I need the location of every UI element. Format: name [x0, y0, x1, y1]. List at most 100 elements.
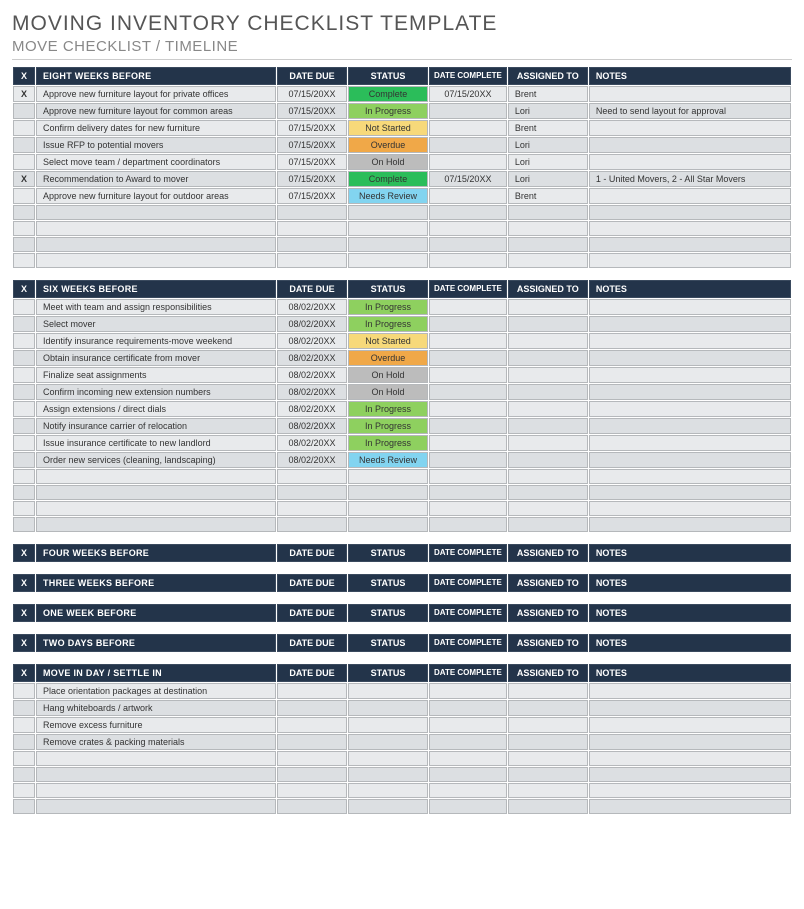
- x-cell[interactable]: [13, 418, 35, 434]
- task-cell[interactable]: Meet with team and assign responsibiliti…: [36, 299, 276, 315]
- notes-cell[interactable]: [589, 316, 791, 332]
- status-cell[interactable]: Overdue: [348, 350, 428, 366]
- status-cell[interactable]: [348, 237, 428, 252]
- assigned-cell[interactable]: [508, 367, 588, 383]
- x-cell[interactable]: [13, 237, 35, 252]
- notes-cell[interactable]: [589, 485, 791, 500]
- status-cell[interactable]: Needs Review: [348, 188, 428, 204]
- task-cell[interactable]: Select move team / department coordinato…: [36, 154, 276, 170]
- notes-cell[interactable]: [589, 751, 791, 766]
- date-complete-cell[interactable]: [429, 783, 507, 798]
- task-cell[interactable]: Remove crates & packing materials: [36, 734, 276, 750]
- x-cell[interactable]: X: [13, 171, 35, 187]
- x-cell[interactable]: [13, 120, 35, 136]
- date-complete-cell[interactable]: [429, 120, 507, 136]
- date-complete-cell[interactable]: [429, 469, 507, 484]
- notes-cell[interactable]: [589, 205, 791, 220]
- date-complete-cell[interactable]: [429, 501, 507, 516]
- status-cell[interactable]: [348, 751, 428, 766]
- date-due-cell[interactable]: 08/02/20XX: [277, 350, 347, 366]
- status-cell[interactable]: Not Started: [348, 333, 428, 349]
- assigned-cell[interactable]: [508, 783, 588, 798]
- date-due-cell[interactable]: 07/15/20XX: [277, 103, 347, 119]
- date-complete-cell[interactable]: [429, 205, 507, 220]
- task-cell[interactable]: [36, 767, 276, 782]
- task-cell[interactable]: Select mover: [36, 316, 276, 332]
- assigned-cell[interactable]: [508, 485, 588, 500]
- status-cell[interactable]: [348, 783, 428, 798]
- assigned-cell[interactable]: [508, 253, 588, 268]
- date-due-cell[interactable]: 07/15/20XX: [277, 171, 347, 187]
- x-cell[interactable]: [13, 452, 35, 468]
- task-cell[interactable]: [36, 485, 276, 500]
- x-cell[interactable]: [13, 501, 35, 516]
- date-complete-cell[interactable]: [429, 299, 507, 315]
- status-cell[interactable]: On Hold: [348, 384, 428, 400]
- notes-cell[interactable]: 1 - United Movers, 2 - All Star Movers: [589, 171, 791, 187]
- date-complete-cell[interactable]: [429, 154, 507, 170]
- x-cell[interactable]: [13, 367, 35, 383]
- x-cell[interactable]: [13, 299, 35, 315]
- assigned-cell[interactable]: [508, 517, 588, 532]
- task-cell[interactable]: [36, 469, 276, 484]
- task-cell[interactable]: Remove excess furniture: [36, 717, 276, 733]
- date-due-cell[interactable]: [277, 517, 347, 532]
- date-due-cell[interactable]: 07/15/20XX: [277, 188, 347, 204]
- notes-cell[interactable]: [589, 350, 791, 366]
- x-cell[interactable]: [13, 205, 35, 220]
- notes-cell[interactable]: [589, 299, 791, 315]
- notes-cell[interactable]: [589, 700, 791, 716]
- assigned-cell[interactable]: [508, 350, 588, 366]
- task-cell[interactable]: Recommendation to Award to mover: [36, 171, 276, 187]
- date-complete-cell[interactable]: [429, 485, 507, 500]
- date-due-cell[interactable]: [277, 700, 347, 716]
- date-due-cell[interactable]: [277, 734, 347, 750]
- date-due-cell[interactable]: [277, 783, 347, 798]
- date-complete-cell[interactable]: [429, 137, 507, 153]
- date-complete-cell[interactable]: [429, 221, 507, 236]
- assigned-cell[interactable]: [508, 767, 588, 782]
- status-cell[interactable]: Overdue: [348, 137, 428, 153]
- task-cell[interactable]: Approve new furniture layout for outdoor…: [36, 188, 276, 204]
- status-cell[interactable]: On Hold: [348, 367, 428, 383]
- date-due-cell[interactable]: 08/02/20XX: [277, 333, 347, 349]
- x-cell[interactable]: [13, 717, 35, 733]
- status-cell[interactable]: In Progress: [348, 103, 428, 119]
- task-cell[interactable]: Approve new furniture layout for private…: [36, 86, 276, 102]
- assigned-cell[interactable]: [508, 799, 588, 814]
- date-due-cell[interactable]: [277, 469, 347, 484]
- notes-cell[interactable]: [589, 120, 791, 136]
- x-cell[interactable]: [13, 700, 35, 716]
- date-due-cell[interactable]: [277, 767, 347, 782]
- x-cell[interactable]: [13, 384, 35, 400]
- assigned-cell[interactable]: [508, 469, 588, 484]
- assigned-cell[interactable]: Brent: [508, 120, 588, 136]
- status-cell[interactable]: [348, 205, 428, 220]
- status-cell[interactable]: [348, 767, 428, 782]
- task-cell[interactable]: [36, 253, 276, 268]
- notes-cell[interactable]: [589, 137, 791, 153]
- date-complete-cell[interactable]: [429, 350, 507, 366]
- notes-cell[interactable]: [589, 367, 791, 383]
- task-cell[interactable]: Confirm incoming new extension numbers: [36, 384, 276, 400]
- x-cell[interactable]: [13, 103, 35, 119]
- notes-cell[interactable]: [589, 452, 791, 468]
- x-cell[interactable]: [13, 333, 35, 349]
- status-cell[interactable]: Complete: [348, 86, 428, 102]
- assigned-cell[interactable]: [508, 717, 588, 733]
- notes-cell[interactable]: [589, 333, 791, 349]
- notes-cell[interactable]: [589, 683, 791, 699]
- status-cell[interactable]: In Progress: [348, 418, 428, 434]
- status-cell[interactable]: [348, 221, 428, 236]
- task-cell[interactable]: [36, 237, 276, 252]
- x-cell[interactable]: [13, 154, 35, 170]
- assigned-cell[interactable]: [508, 700, 588, 716]
- date-complete-cell[interactable]: [429, 316, 507, 332]
- status-cell[interactable]: Not Started: [348, 120, 428, 136]
- assigned-cell[interactable]: [508, 452, 588, 468]
- date-due-cell[interactable]: [277, 799, 347, 814]
- assigned-cell[interactable]: [508, 384, 588, 400]
- task-cell[interactable]: Issue insurance certificate to new landl…: [36, 435, 276, 451]
- assigned-cell[interactable]: [508, 435, 588, 451]
- date-complete-cell[interactable]: [429, 717, 507, 733]
